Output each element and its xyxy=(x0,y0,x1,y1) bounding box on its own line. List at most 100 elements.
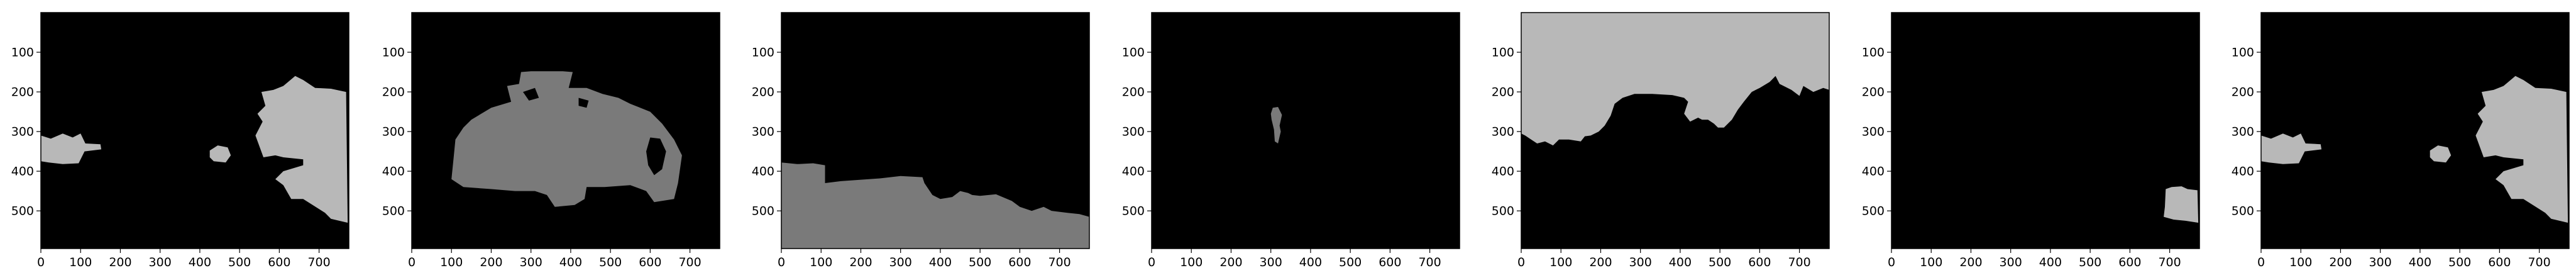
mask-panel-1: 0 100 200 300 400 500 600 700 100 200 300 400 500 xyxy=(11,12,350,269)
mask-panel-5: 0 100 200 300 400 500 600 700 100 200 300 400 500 xyxy=(1492,12,1830,269)
y-tick-label: 100 xyxy=(1122,46,1145,60)
mask-region-2 xyxy=(523,87,539,101)
x-tick-label: 300 xyxy=(889,255,912,269)
y-tick-label: 500 xyxy=(2232,204,2254,218)
x-tick-label: 700 xyxy=(678,255,701,269)
axes-frame xyxy=(411,12,720,249)
x-tick-label: 700 xyxy=(1788,255,1810,269)
y-tick-label: 200 xyxy=(752,86,774,99)
mask-region-1 xyxy=(1521,13,1829,146)
y-tick-label: 300 xyxy=(382,125,405,139)
y-tick-label: 200 xyxy=(11,86,34,99)
x-tick-label: 500 xyxy=(599,255,622,269)
x-tick-label: 0 xyxy=(1148,255,1155,269)
x-tick-label: 0 xyxy=(1517,255,1525,269)
x-tick-label: 600 xyxy=(2118,255,2141,269)
x-tick-label: 100 xyxy=(1920,255,1942,269)
x-tick-label: 300 xyxy=(520,255,542,269)
x-tick-label: 700 xyxy=(307,255,330,269)
mask-region-1 xyxy=(2261,133,2322,164)
x-tick-label: 100 xyxy=(440,255,463,269)
x-tick-label: 0 xyxy=(1888,255,1895,269)
y-tick-label: 100 xyxy=(382,46,405,60)
x-tick-label: 200 xyxy=(2329,255,2352,269)
axes-frame xyxy=(1521,12,1830,249)
x-tick-label: 100 xyxy=(810,255,832,269)
x-tick-label: 300 xyxy=(2000,255,2022,269)
x-tick-label: 400 xyxy=(2039,255,2062,269)
x-tick-label: 300 xyxy=(1629,255,1652,269)
axes-frame xyxy=(781,12,1090,249)
x-tick-label: 500 xyxy=(2448,255,2471,269)
x-tick-label: 200 xyxy=(1959,255,1982,269)
x-tick-label: 700 xyxy=(1418,255,1441,269)
mask-region-1 xyxy=(1270,107,1282,143)
y-tick-label: 400 xyxy=(1862,165,1885,179)
y-tick-label: 100 xyxy=(2232,46,2254,60)
y-tick-label: 500 xyxy=(752,204,774,218)
x-tick-label: 400 xyxy=(929,255,952,269)
y-tick-label: 500 xyxy=(1492,204,1514,218)
mask-region-4 xyxy=(646,137,666,176)
y-tick-label: 300 xyxy=(2232,125,2254,139)
axes-frame xyxy=(1891,12,2200,249)
x-tick-label: 0 xyxy=(2257,255,2265,269)
x-tick-label: 300 xyxy=(149,255,172,269)
mask-panel-4: 0 100 200 300 400 500 600 700 100 200 300 400 500 xyxy=(1122,12,1460,269)
x-tick-label: 500 xyxy=(1339,255,1362,269)
y-tick-label: 400 xyxy=(2232,165,2254,179)
y-tick-label: 300 xyxy=(1862,125,1885,139)
x-tick-label: 500 xyxy=(1709,255,1731,269)
x-tick-label: 0 xyxy=(408,255,416,269)
mask-region-1 xyxy=(451,71,682,207)
x-tick-label: 0 xyxy=(37,255,45,269)
x-tick-label: 600 xyxy=(1008,255,1031,269)
x-tick-label: 600 xyxy=(639,255,661,269)
mask-region-2 xyxy=(1688,99,1712,117)
x-tick-label: 600 xyxy=(1379,255,1401,269)
x-tick-label: 400 xyxy=(559,255,582,269)
y-tick-label: 300 xyxy=(1122,125,1145,139)
mask-panel-2: 0 100 200 300 400 500 600 700 100 200 300 400 500 xyxy=(382,12,720,269)
y-tick-label: 100 xyxy=(1492,46,1514,60)
y-tick-label: 100 xyxy=(1862,46,1885,60)
x-tick-label: 0 xyxy=(778,255,785,269)
y-tick-label: 500 xyxy=(1122,204,1145,218)
mask-panel-6: 0 100 200 300 400 500 600 700 100 200 300 400 500 xyxy=(1862,12,2200,269)
y-tick-label: 200 xyxy=(1122,86,1145,99)
mask-region-1 xyxy=(781,162,1089,249)
mask-region-3 xyxy=(2475,76,2568,223)
x-tick-label: 500 xyxy=(969,255,991,269)
y-tick-label: 500 xyxy=(1862,204,1885,218)
y-tick-label: 500 xyxy=(382,204,405,218)
x-tick-label: 700 xyxy=(2158,255,2181,269)
y-tick-label: 200 xyxy=(382,86,405,99)
x-tick-label: 200 xyxy=(109,255,131,269)
y-tick-label: 300 xyxy=(11,125,34,139)
x-tick-label: 200 xyxy=(1589,255,1612,269)
mask-region-1 xyxy=(41,133,102,164)
x-tick-label: 300 xyxy=(2369,255,2392,269)
x-tick-label: 200 xyxy=(849,255,872,269)
y-tick-label: 400 xyxy=(1122,165,1145,179)
x-tick-label: 400 xyxy=(1299,255,1322,269)
x-tick-label: 600 xyxy=(2488,255,2511,269)
mask-region-1 xyxy=(2164,186,2199,223)
y-tick-label: 400 xyxy=(1492,165,1514,179)
y-tick-label: 500 xyxy=(11,204,34,218)
x-tick-label: 500 xyxy=(2079,255,2101,269)
mask-panel-3: 0 100 200 300 400 500 600 700 100 200 300 400 500 xyxy=(752,12,1090,269)
y-tick-label: 100 xyxy=(752,46,774,60)
x-tick-label: 400 xyxy=(2409,255,2431,269)
mask-background xyxy=(1891,13,2199,249)
y-tick-label: 200 xyxy=(2232,86,2254,99)
x-tick-label: 300 xyxy=(1260,255,1282,269)
x-tick-label: 200 xyxy=(480,255,502,269)
x-tick-label: 200 xyxy=(1219,255,1242,269)
axes-frame xyxy=(2260,12,2570,249)
x-tick-label: 100 xyxy=(2289,255,2312,269)
y-tick-label: 100 xyxy=(11,46,34,60)
x-tick-label: 500 xyxy=(228,255,251,269)
x-tick-label: 400 xyxy=(189,255,211,269)
y-tick-label: 200 xyxy=(1492,86,1514,99)
